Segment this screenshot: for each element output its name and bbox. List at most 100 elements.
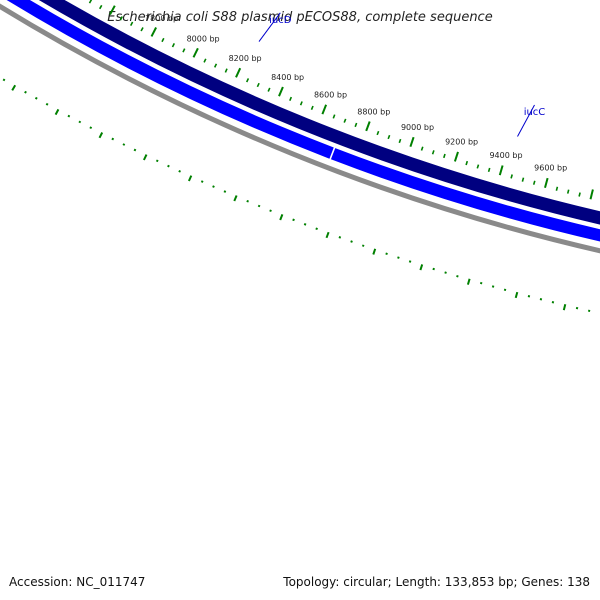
inner-tick xyxy=(245,78,250,83)
inner-tick xyxy=(376,130,380,136)
inner-tick xyxy=(161,37,165,43)
outer-tick xyxy=(223,190,227,193)
outer-tick xyxy=(456,274,459,278)
outer-tick xyxy=(361,244,365,247)
inner-tick xyxy=(387,134,391,140)
inner-tick xyxy=(150,27,157,37)
outer-tick xyxy=(111,137,115,141)
inner-tick xyxy=(566,189,570,194)
outer-tick xyxy=(315,227,318,231)
inner-tick xyxy=(510,174,513,179)
outer-tick xyxy=(45,102,49,106)
outer-tick xyxy=(2,78,6,82)
inner-tick xyxy=(203,58,207,63)
gene-iucD-arrow[interactable] xyxy=(0,0,334,159)
outer-tick xyxy=(587,309,591,313)
outer-tick xyxy=(575,306,579,310)
inner-tick xyxy=(409,136,415,148)
inner-tick xyxy=(354,122,358,128)
outer-tick xyxy=(444,271,447,274)
outer-tick xyxy=(350,240,353,243)
inner-tick xyxy=(498,165,504,176)
inner-tick xyxy=(278,86,284,97)
outer-tick xyxy=(397,256,400,259)
inner-tick xyxy=(589,189,594,200)
inner-tick xyxy=(544,177,549,188)
outer-tick xyxy=(408,260,412,263)
inner-tick xyxy=(555,186,559,191)
outer-tick xyxy=(54,108,60,116)
accession-number: Accession: NC_011747 xyxy=(9,575,146,589)
outer-tick xyxy=(562,303,567,311)
inner-tick xyxy=(235,67,242,78)
outer-tick xyxy=(233,195,238,202)
inner-tick xyxy=(365,121,371,132)
inner-tick xyxy=(431,150,435,155)
inner-tick xyxy=(332,114,336,119)
outer-tick xyxy=(269,209,272,212)
inner-tick xyxy=(267,87,271,92)
inner-tick xyxy=(129,21,134,26)
ruler-label: 8400 bp xyxy=(271,73,304,82)
outer-tick xyxy=(246,199,249,203)
inner-tick xyxy=(213,63,218,68)
inner-tick xyxy=(171,43,176,48)
outer-tick xyxy=(24,90,27,94)
outer-tick xyxy=(142,154,148,161)
outer-tick xyxy=(325,231,330,239)
outer-tick xyxy=(133,148,137,152)
inner-tick xyxy=(109,5,116,15)
ruler-label: 7800 bp xyxy=(145,14,178,23)
outer-tick xyxy=(292,218,295,222)
inner-tick xyxy=(521,177,525,182)
sequence-summary: Topology: circular; Length: 133,853 bp; … xyxy=(283,575,590,589)
inner-tick xyxy=(398,138,402,144)
outer-tick xyxy=(155,159,159,163)
ruler-label: 8600 bp xyxy=(314,91,347,100)
outer-tick xyxy=(89,126,93,130)
inner-tick xyxy=(453,151,459,162)
outer-tick xyxy=(372,248,377,255)
inner-tick xyxy=(476,164,480,169)
outer-tick xyxy=(200,180,204,183)
plasmid-backbone xyxy=(0,3,600,254)
inner-tick xyxy=(420,146,424,151)
inner-tick xyxy=(224,68,228,73)
outer-tick xyxy=(167,164,170,168)
outer-tick xyxy=(514,291,519,299)
gene-label-leader xyxy=(258,12,281,42)
inner-tick xyxy=(256,82,260,88)
inner-tick xyxy=(182,48,186,53)
outer-tick xyxy=(385,252,388,256)
outer-tick xyxy=(539,298,543,301)
gene-iucC-arrow[interactable] xyxy=(330,148,600,252)
inner-tick xyxy=(443,153,446,159)
inner-tick xyxy=(310,105,314,111)
outer-tick xyxy=(187,175,193,182)
outer-tick xyxy=(34,96,38,100)
outer-tick xyxy=(122,143,126,146)
inner-tick xyxy=(343,118,347,123)
outer-tick xyxy=(432,267,435,271)
outer-tick xyxy=(466,278,471,285)
ruler-label: 9600 bp xyxy=(534,164,567,173)
outer-tick xyxy=(527,294,531,298)
ruler-label: 9200 bp xyxy=(445,138,478,147)
inner-tick xyxy=(88,0,93,4)
outer-tick xyxy=(419,264,424,271)
gene-label-iucD[interactable]: iucD xyxy=(269,15,292,26)
outer-tick xyxy=(303,223,307,226)
reverse-strand-track xyxy=(38,0,600,225)
ruler-labels: 7800 bp 8000 bp 8200 bp 8400 bp 8600 bp 8800 … xyxy=(145,14,567,173)
inner-tick xyxy=(99,4,103,10)
outer-tick xyxy=(98,132,104,139)
inner-tick xyxy=(487,167,491,173)
outer-tick xyxy=(178,169,181,173)
gene-label-leader xyxy=(517,104,535,137)
gene-label-iucC[interactable]: iucC xyxy=(524,107,546,118)
gene-labels: iucD iucC xyxy=(258,12,546,137)
outer-tick xyxy=(479,281,483,285)
ruler-label: 9000 bp xyxy=(401,123,434,132)
outer-tick xyxy=(78,120,82,124)
inner-tick-marks xyxy=(88,0,594,200)
